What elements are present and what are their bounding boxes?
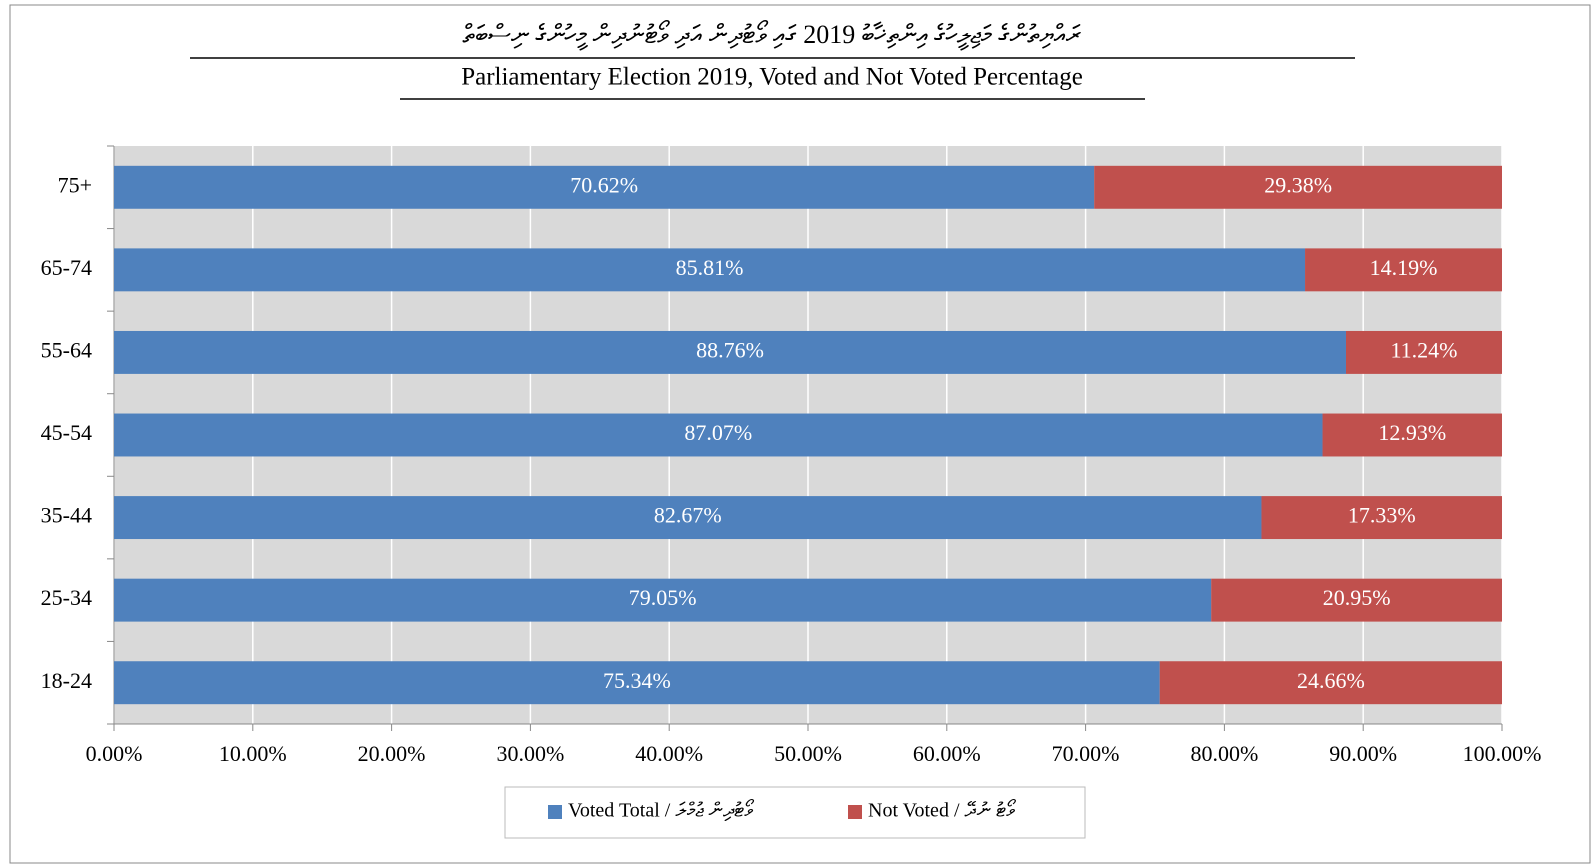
chart-title: Parliamentary Election 2019, Voted and N… [461, 64, 1083, 91]
legend-swatch [548, 805, 562, 819]
data-label: 79.05% [629, 585, 697, 610]
bar-segment [1159, 661, 1502, 705]
bar-segment [1094, 165, 1502, 209]
data-label: 11.24% [1390, 337, 1457, 362]
legend-label: Not Voted / ވޯޓު ނުދޭ [868, 800, 1017, 822]
x-tick-label: 10.00% [219, 741, 287, 766]
x-tick-label: 20.00% [358, 741, 426, 766]
bar-segment [114, 661, 1160, 705]
data-label: 70.62% [570, 172, 638, 197]
bar-segment [114, 496, 1262, 540]
x-tick-label: 90.00% [1329, 741, 1397, 766]
data-label: 14.19% [1370, 255, 1438, 280]
data-label: 12.93% [1378, 420, 1446, 445]
bar-segment [114, 165, 1095, 209]
bar-segment [1305, 248, 1502, 292]
bar-segment [1211, 578, 1502, 622]
bar-segment [1261, 496, 1502, 540]
data-label: 75.34% [603, 668, 671, 693]
x-tick-label: 80.00% [1190, 741, 1258, 766]
bar-segment [114, 413, 1323, 457]
y-tick-label: 18-24 [41, 668, 92, 693]
data-label: 82.67% [654, 503, 722, 528]
y-tick-label: 35-44 [41, 503, 92, 528]
y-tick-label: 65-74 [41, 255, 92, 280]
data-label: 24.66% [1297, 668, 1365, 693]
x-tick-label: 60.00% [913, 741, 981, 766]
x-tick-label: 40.00% [635, 741, 703, 766]
y-tick-label: 45-54 [41, 420, 92, 445]
y-tick-label: 25-34 [41, 585, 92, 610]
bar-segment [1322, 413, 1502, 457]
bar-segment [1345, 330, 1502, 374]
data-label: 17.33% [1348, 503, 1416, 528]
data-label: 29.38% [1264, 172, 1332, 197]
y-tick-label: 55-64 [41, 337, 92, 362]
x-tick-label: 50.00% [774, 741, 842, 766]
x-tick-label: 30.00% [496, 741, 564, 766]
bar-segment [114, 330, 1346, 374]
y-tick-label: 75+ [58, 172, 92, 197]
bar-segment [114, 578, 1212, 622]
x-tick-label: 70.00% [1052, 741, 1120, 766]
x-tick-label: 0.00% [86, 741, 143, 766]
legend-box [504, 786, 1086, 839]
legend-swatch [848, 805, 862, 819]
chart-title-dv: ރައްޔިތުންގެ މަޖިލީހުގެ އިންތިޚާބު 2019 … [463, 20, 1082, 51]
x-tick-label: 100.00% [1463, 741, 1542, 766]
bar-segment [114, 248, 1306, 292]
data-label: 88.76% [696, 337, 764, 362]
data-label: 85.81% [676, 255, 744, 280]
data-label: 87.07% [684, 420, 752, 445]
data-label: 20.95% [1323, 585, 1391, 610]
legend-label: Voted Total / ވޯޓުދިން ޖުމްލަ [568, 800, 755, 822]
